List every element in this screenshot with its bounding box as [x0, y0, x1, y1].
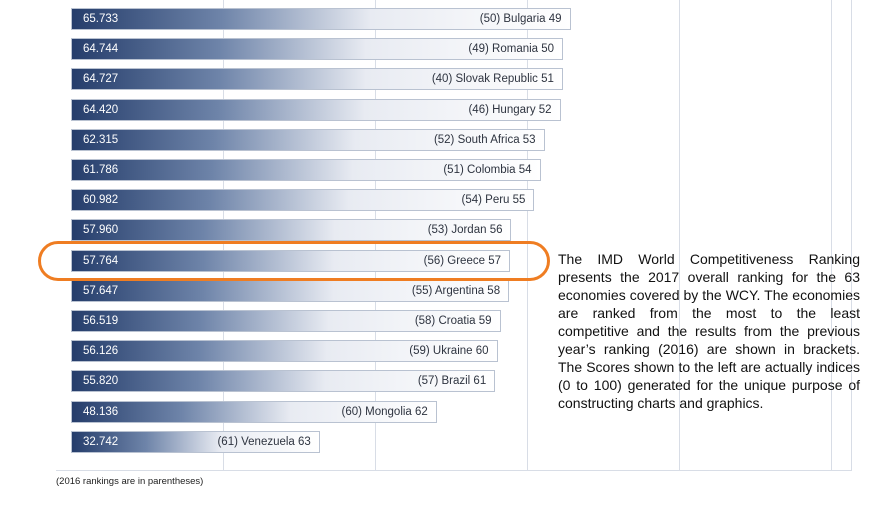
bar-country-label: (59) Ukraine 60	[409, 345, 489, 358]
bar-score-label: 56.519	[83, 315, 119, 327]
chart-area: 65.733 (50) Bulgaria 49 64.744 (49) Romania…	[56, 0, 852, 471]
bar-row: 61.786 (51) Colombia 54	[71, 159, 541, 181]
bar-country-label: (57) Brazil 61	[417, 375, 487, 388]
greece-highlight-ellipse	[38, 241, 550, 281]
bar-row: 55.820 (57) Brazil 61	[71, 370, 496, 393]
bar-row: 64.727 (40) Slovak Republic 51	[71, 68, 563, 91]
bar-country-label: (40) Slovak Republic 51	[431, 73, 554, 86]
bar-score-label: 60.982	[83, 194, 119, 207]
bar-country-label: (54) Peru 55	[461, 194, 526, 207]
bar-country-label: (52) South Africa 53	[433, 133, 536, 146]
bar-score-label: 56.126	[83, 345, 119, 358]
footnote: (2016 rankings are in parentheses)	[56, 476, 204, 487]
bar-row: 64.420 (46) Hungary 52	[71, 98, 561, 121]
bar-row: 62.315 (52) South Africa 53	[71, 128, 545, 151]
bar-score-label: 57.647	[83, 284, 119, 297]
bar-row: 32.742 (61) Venezuela 63	[71, 430, 320, 453]
gridline	[831, 0, 832, 470]
bar-row: 57.960 (53) Jordan 56	[71, 219, 512, 242]
gridline	[679, 0, 680, 470]
bar-row: 57.647 (55) Argentina 58	[71, 279, 510, 302]
bar-score-label: 55.820	[83, 375, 119, 388]
bar-score-label: 57.960	[83, 224, 119, 237]
bar-row: 65.733 (50) Bulgaria 49	[71, 8, 571, 30]
bar-country-label: (56) Greece 57	[423, 254, 501, 267]
bar-score-label: 65.733	[83, 13, 119, 25]
bar-score-label: 48.136	[83, 405, 119, 418]
bar-score-label: 61.786	[83, 164, 119, 176]
bar-score-label: 57.764	[83, 254, 119, 267]
bar-score-label: 32.742	[83, 435, 119, 448]
bar-greece: 57.764 (56) Greece 57	[71, 249, 510, 272]
chart-description: The IMD World Competitiveness Ranking pr…	[558, 251, 860, 411]
bar-country-label: (50) Bulgaria 49	[479, 13, 562, 25]
bar-country-label: (46) Hungary 52	[468, 103, 552, 116]
bar-score-label: 62.315	[83, 133, 119, 146]
bar-country-label: (49) Romania 50	[468, 43, 555, 56]
bar-score-label: 64.744	[83, 43, 119, 56]
bar-country-label: (51) Colombia 54	[443, 164, 532, 176]
bar-country-label: (58) Croatia 59	[414, 315, 492, 327]
bar-row: 64.744 (49) Romania 50	[71, 38, 564, 61]
bar-score-label: 64.420	[83, 103, 119, 116]
bar-row: 56.126 (59) Ukraine 60	[71, 340, 498, 363]
bar-country-label: (53) Jordan 56	[427, 224, 503, 237]
bar-row: 60.982 (54) Peru 55	[71, 189, 535, 212]
bar-score-label: 64.727	[83, 73, 119, 86]
bar-country-label: (60) Mongolia 62	[341, 405, 428, 418]
bar-row: 56.519 (58) Croatia 59	[71, 310, 501, 332]
bar-country-label: (61) Venezuela 63	[217, 435, 311, 448]
gridline	[527, 0, 528, 470]
bar-country-label: (55) Argentina 58	[411, 284, 501, 297]
bar-row: 48.136 (60) Mongolia 62	[71, 400, 437, 423]
